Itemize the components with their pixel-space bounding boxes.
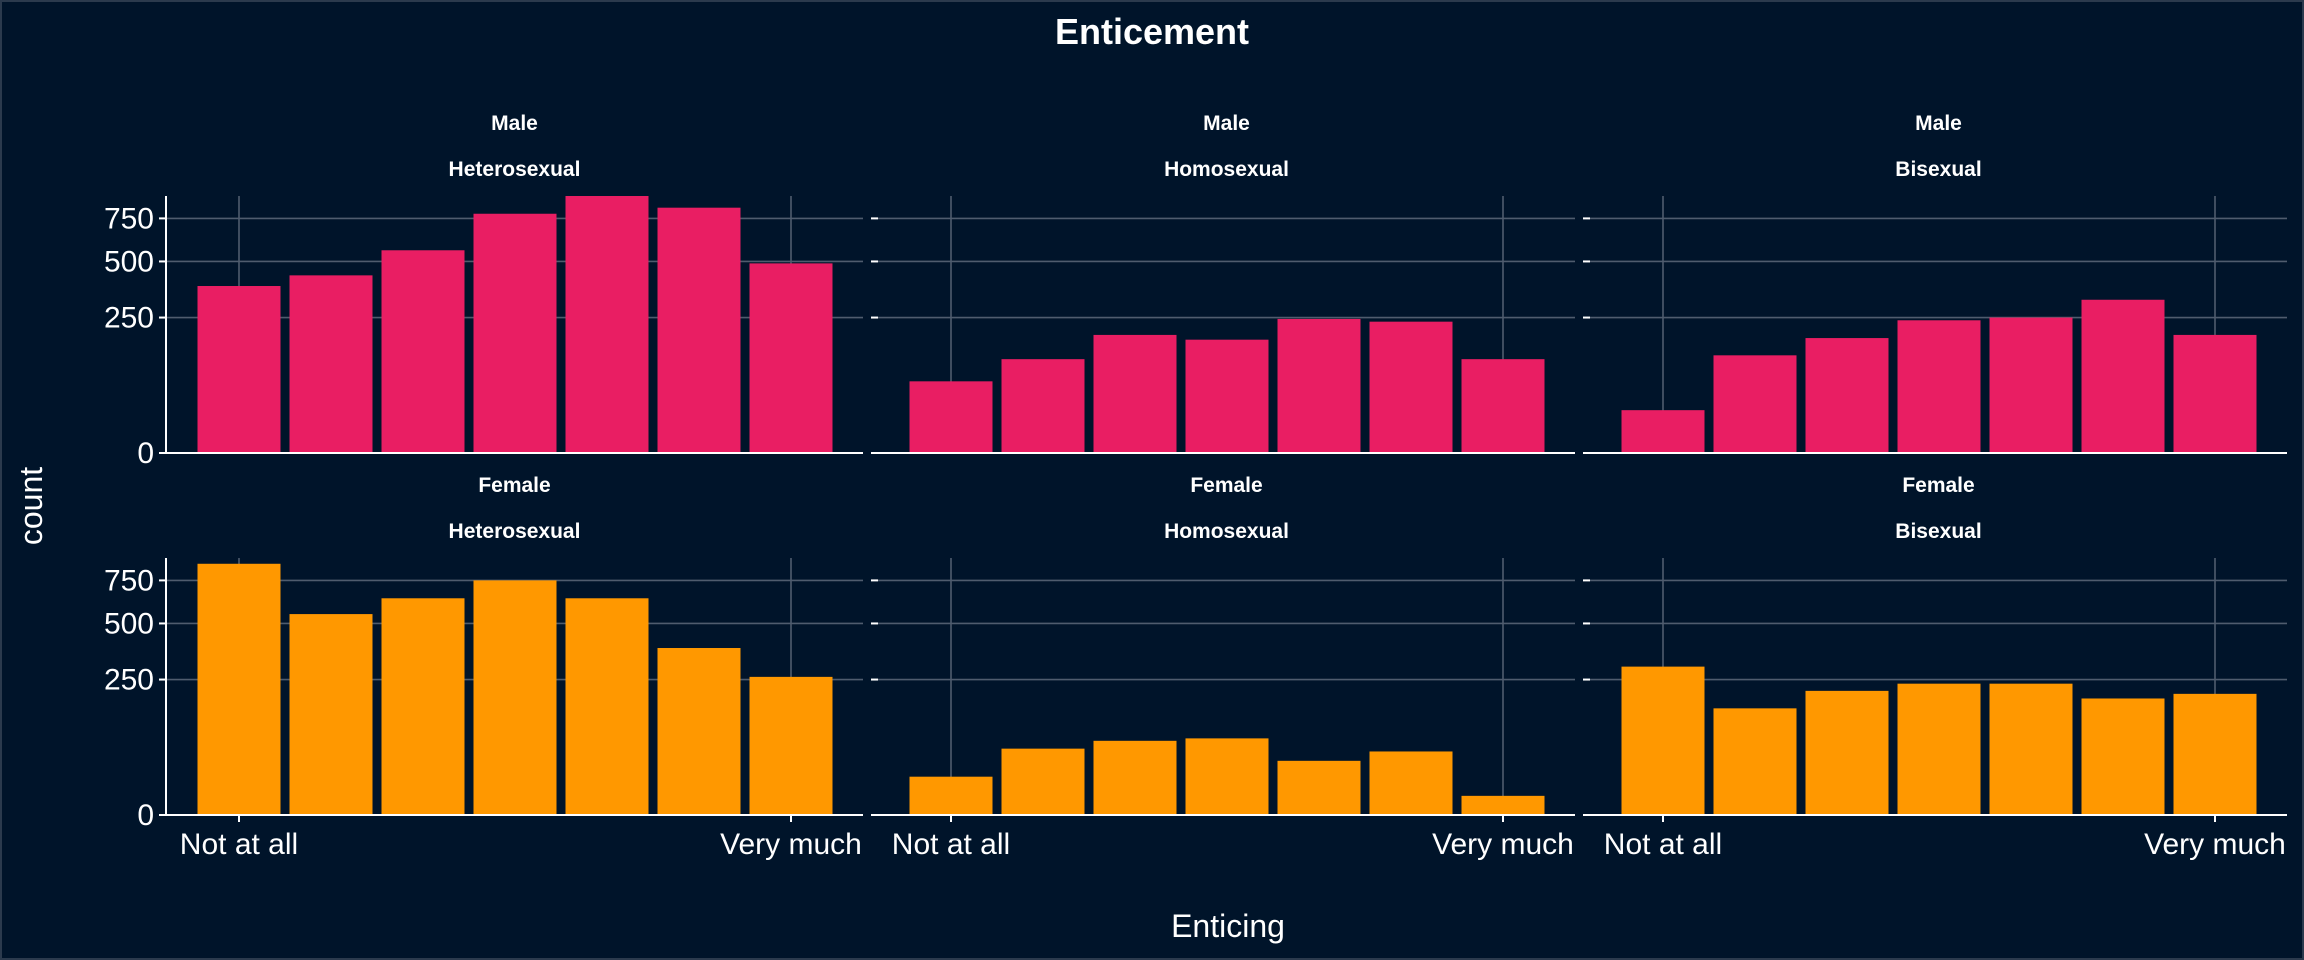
bar <box>909 776 993 815</box>
chart-title: Enticement <box>1055 11 1249 52</box>
y-tick-label: 500 <box>104 607 154 640</box>
facet-panels: Male Heterosexual 0 250 500 750 Male Homosexual… <box>104 112 2287 861</box>
y-axis-title: count <box>13 467 49 545</box>
x-tick-label: Very much <box>720 828 862 861</box>
bar <box>1989 317 2073 453</box>
panel-female-heterosexual: Female Heterosexual 0 250 500 750 Not at all Ve… <box>104 474 863 861</box>
bar <box>197 563 281 815</box>
y-tick-label: 750 <box>104 564 154 597</box>
strip-label-orientation: Heterosexual <box>449 520 581 543</box>
bar <box>1805 338 1889 453</box>
strip-label-orientation: Bisexual <box>1895 520 1981 543</box>
panel-male-homosexual: Male Homosexual <box>871 112 1575 454</box>
bar <box>1897 683 1981 815</box>
x-tick-label: Not at all <box>892 828 1010 861</box>
bar <box>1713 708 1797 815</box>
panel-female-homosexual: Female Homosexual Not at all Very much <box>871 474 1575 861</box>
bar <box>381 598 465 815</box>
bar <box>1001 359 1085 453</box>
strip-label-sex: Male <box>1203 112 1250 135</box>
bar <box>1989 683 2073 815</box>
panel-female-bisexual: Female Bisexual Not at all Very much <box>1583 474 2287 861</box>
bar <box>1805 690 1889 815</box>
bar <box>565 598 649 815</box>
bar <box>1713 355 1797 453</box>
strip-label-sex: Female <box>1190 474 1262 497</box>
strip-label-sex: Male <box>491 112 538 135</box>
bar <box>2173 334 2257 453</box>
strip-label-sex: Female <box>478 474 550 497</box>
x-tick-label: Not at all <box>1604 828 1722 861</box>
panel-male-bisexual: Male Bisexual <box>1583 112 2287 454</box>
strip-label-orientation: Homosexual <box>1164 520 1289 543</box>
bar <box>1897 320 1981 453</box>
bar <box>1461 359 1545 453</box>
bar <box>1093 740 1177 815</box>
bar <box>1001 748 1085 815</box>
bar <box>1277 760 1361 815</box>
bar <box>197 286 281 453</box>
bar <box>749 263 833 453</box>
bar <box>657 207 741 453</box>
bar <box>473 580 557 815</box>
bar <box>473 213 557 453</box>
bar <box>1093 334 1177 453</box>
bar <box>909 381 993 453</box>
strip-label-sex: Male <box>1915 112 1962 135</box>
bar <box>2081 698 2165 815</box>
y-tick-label: 0 <box>137 799 154 832</box>
bar <box>1369 751 1453 815</box>
bar <box>1369 321 1453 453</box>
bar <box>1621 666 1705 815</box>
y-tick-label: 750 <box>104 202 154 235</box>
bar <box>565 196 649 453</box>
bar <box>2081 299 2165 453</box>
bar <box>749 676 833 815</box>
y-tick-label: 250 <box>104 302 154 335</box>
x-tick-label: Very much <box>2144 828 2286 861</box>
bar <box>1277 318 1361 453</box>
panel-male-heterosexual: Male Heterosexual 0 250 500 750 <box>104 112 863 470</box>
bar <box>289 275 373 453</box>
x-tick-label: Not at all <box>180 828 298 861</box>
bar <box>289 614 373 815</box>
strip-label-sex: Female <box>1902 474 1974 497</box>
bar <box>1185 738 1269 815</box>
x-axis-title: Enticing <box>1171 908 1285 944</box>
bar <box>1621 410 1705 453</box>
y-tick-label: 0 <box>137 437 154 470</box>
x-tick-label: Very much <box>1432 828 1574 861</box>
bar <box>381 250 465 453</box>
strip-label-orientation: Heterosexual <box>449 158 581 181</box>
bar <box>1185 339 1269 453</box>
strip-label-orientation: Bisexual <box>1895 158 1981 181</box>
y-tick-label: 500 <box>104 245 154 278</box>
y-tick-label: 250 <box>104 664 154 697</box>
bar <box>657 648 741 815</box>
bar <box>2173 693 2257 815</box>
bar <box>1461 795 1545 815</box>
strip-label-orientation: Homosexual <box>1164 158 1289 181</box>
